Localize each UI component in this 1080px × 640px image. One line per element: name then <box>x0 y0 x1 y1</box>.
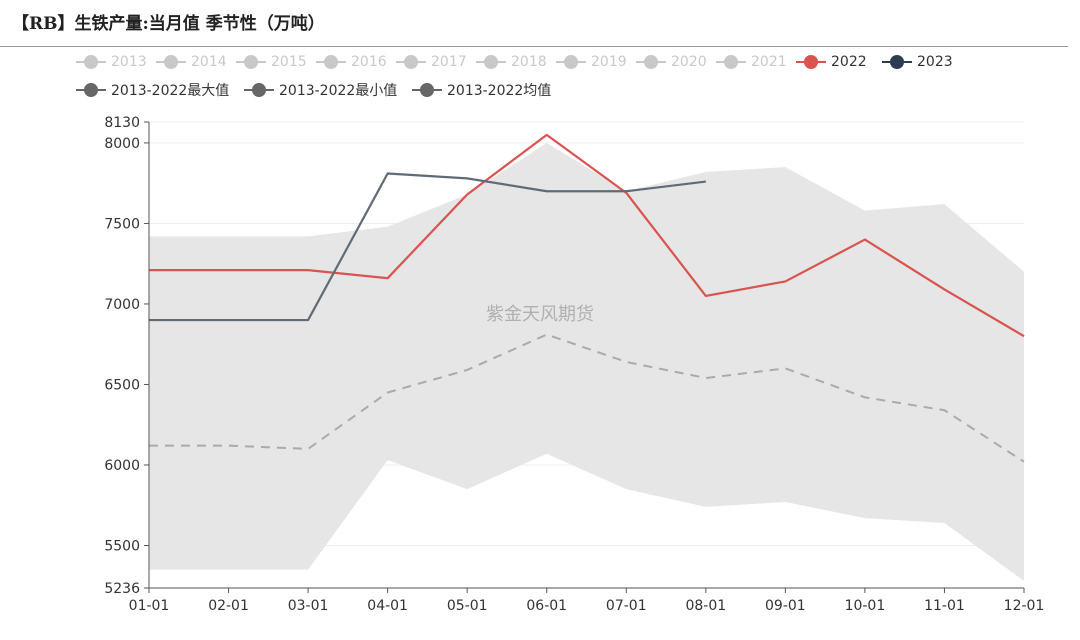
legend-marker-icon <box>636 55 666 69</box>
legend-label: 2022 <box>831 54 867 70</box>
legend-label: 2016 <box>351 54 387 70</box>
legend-marker-icon <box>716 55 746 69</box>
legend-item-2019[interactable]: 2019 <box>556 54 627 70</box>
y-tick-label: 5500 <box>104 538 140 554</box>
axes: 5236 5500 6000 6500 7000 7500 8000 8130 01-01 02-… <box>104 115 1044 614</box>
legend-marker-icon <box>882 55 912 69</box>
legend-label: 2014 <box>191 54 227 70</box>
legend-label: 2013-2022最大值 <box>111 83 230 99</box>
legend-label: 2013-2022均值 <box>447 83 552 99</box>
x-tick-label: 04-01 <box>367 598 408 614</box>
x-tick-label: 01-01 <box>129 598 170 614</box>
y-tick-label: 6500 <box>104 377 140 393</box>
min-max-band <box>149 142 1024 581</box>
x-tick-label: 03-01 <box>288 598 329 614</box>
legend-item-2016[interactable]: 2016 <box>316 54 387 70</box>
x-tick-label: 10-01 <box>845 598 886 614</box>
y-tick-label: 8130 <box>104 115 140 131</box>
avg-line <box>149 333 1025 463</box>
legend-label: 2015 <box>271 54 307 70</box>
legend-item-2013-2022最大值[interactable]: 2013-2022最大值 <box>76 80 229 100</box>
x-tick-label: 09-01 <box>765 598 806 614</box>
legend-marker-icon <box>76 83 106 97</box>
legend-label: 2020 <box>671 54 707 70</box>
y-tick-label: 7500 <box>104 216 140 232</box>
legend-item-2013-2022均值[interactable]: 2013-2022均值 <box>412 80 551 100</box>
legend-item-2022[interactable]: 2022 <box>796 54 867 70</box>
legend-label: 2023 <box>917 54 953 70</box>
legend-marker-icon <box>556 55 586 69</box>
x-tick-label: 06-01 <box>526 598 567 614</box>
legend-item-2023[interactable]: 2023 <box>882 54 953 70</box>
x-tick-label: 12-01 <box>1004 598 1045 614</box>
chart-legend: 2013 2014 2015 2016 2017 2018 2019 2020 2021 2022… <box>0 0 1080 100</box>
y-tick-label: 6000 <box>104 458 140 474</box>
x-tick-label: 08-01 <box>685 598 726 614</box>
legend-label: 2017 <box>431 54 467 70</box>
legend-label: 2013 <box>111 54 147 70</box>
x-tick-label: 11-01 <box>924 598 965 614</box>
legend-item-2015[interactable]: 2015 <box>236 54 307 70</box>
legend-item-2013[interactable]: 2013 <box>76 54 147 70</box>
legend-label: 2018 <box>511 54 547 70</box>
x-tick-label: 02-01 <box>208 598 249 614</box>
y-tick-label: 5236 <box>104 581 140 597</box>
legend-item-2020[interactable]: 2020 <box>636 54 707 70</box>
line-2023 <box>149 172 706 322</box>
band-area <box>149 142 1024 581</box>
legend-item-2021[interactable]: 2021 <box>716 54 787 70</box>
legend-marker-icon <box>76 55 106 69</box>
series-lines <box>149 133 1025 463</box>
legend-label: 2013-2022最小值 <box>279 83 398 99</box>
y-tick-label: 7000 <box>104 297 140 313</box>
legend-label: 2021 <box>751 54 787 70</box>
legend-marker-icon <box>396 55 426 69</box>
legend-item-2014[interactable]: 2014 <box>156 54 227 70</box>
y-tick-label: 8000 <box>104 136 140 152</box>
line-2022 <box>149 133 1025 338</box>
legend-marker-icon <box>412 83 442 97</box>
legend-marker-icon <box>316 55 346 69</box>
x-tick-label: 05-01 <box>447 598 488 614</box>
legend-label: 2019 <box>591 54 627 70</box>
legend-marker-icon <box>156 55 186 69</box>
chart-title: 【RB】生铁产量:当月值 季节性（万吨） <box>12 14 325 34</box>
legend-item-2017[interactable]: 2017 <box>396 54 467 70</box>
title-divider <box>0 46 1068 47</box>
legend-item-2018[interactable]: 2018 <box>476 54 547 70</box>
watermark: 紫金天风期货 <box>486 304 594 325</box>
x-tick-label: 07-01 <box>606 598 647 614</box>
legend-marker-icon <box>244 83 274 97</box>
legend-marker-icon <box>236 55 266 69</box>
legend-marker-icon <box>796 55 826 69</box>
legend-item-2013-2022最小值[interactable]: 2013-2022最小值 <box>244 80 397 100</box>
legend-marker-icon <box>476 55 506 69</box>
